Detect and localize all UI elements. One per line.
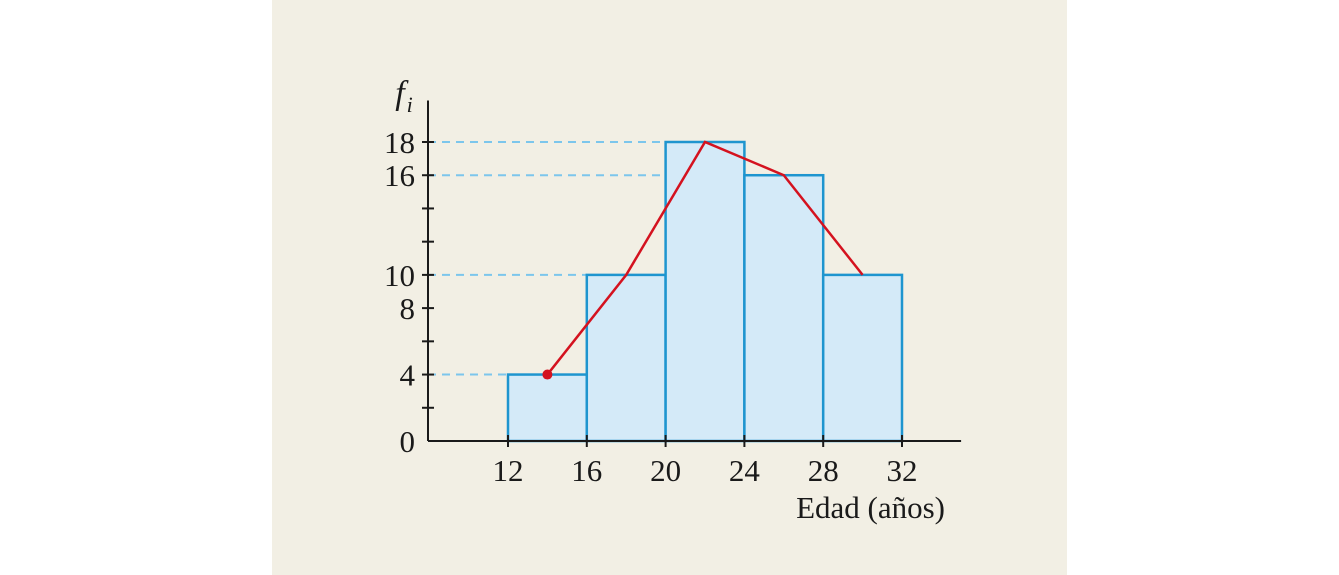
x-axis-label: Edad (años): [796, 490, 945, 525]
x-tick-label-20: 20: [650, 453, 681, 488]
y-tick-label-0: 0: [400, 424, 416, 459]
bar-20-24: [664, 140, 746, 443]
bar-16-20: [585, 273, 667, 443]
y-tick-label-4: 4: [400, 358, 416, 393]
x-tick-label-12: 12: [493, 453, 524, 488]
y-tick-label-10: 10: [384, 258, 415, 293]
y-tick-label-8: 8: [400, 291, 416, 326]
x-tick-label-28: 28: [808, 453, 839, 488]
bar-28-32: [821, 273, 904, 443]
x-tick-label-24: 24: [729, 453, 761, 488]
y-tick-label-18: 18: [384, 125, 415, 160]
y-tick-label-16: 16: [384, 158, 415, 193]
bar-12-16: [506, 373, 589, 443]
x-tick-label-16: 16: [571, 453, 602, 488]
y-axis-label: fi: [395, 75, 413, 117]
polygon-start-point: [542, 369, 553, 380]
x-tick-label-32: 32: [887, 453, 918, 488]
frequency-polygon: [546, 140, 864, 376]
bar-24-28: [743, 173, 825, 443]
